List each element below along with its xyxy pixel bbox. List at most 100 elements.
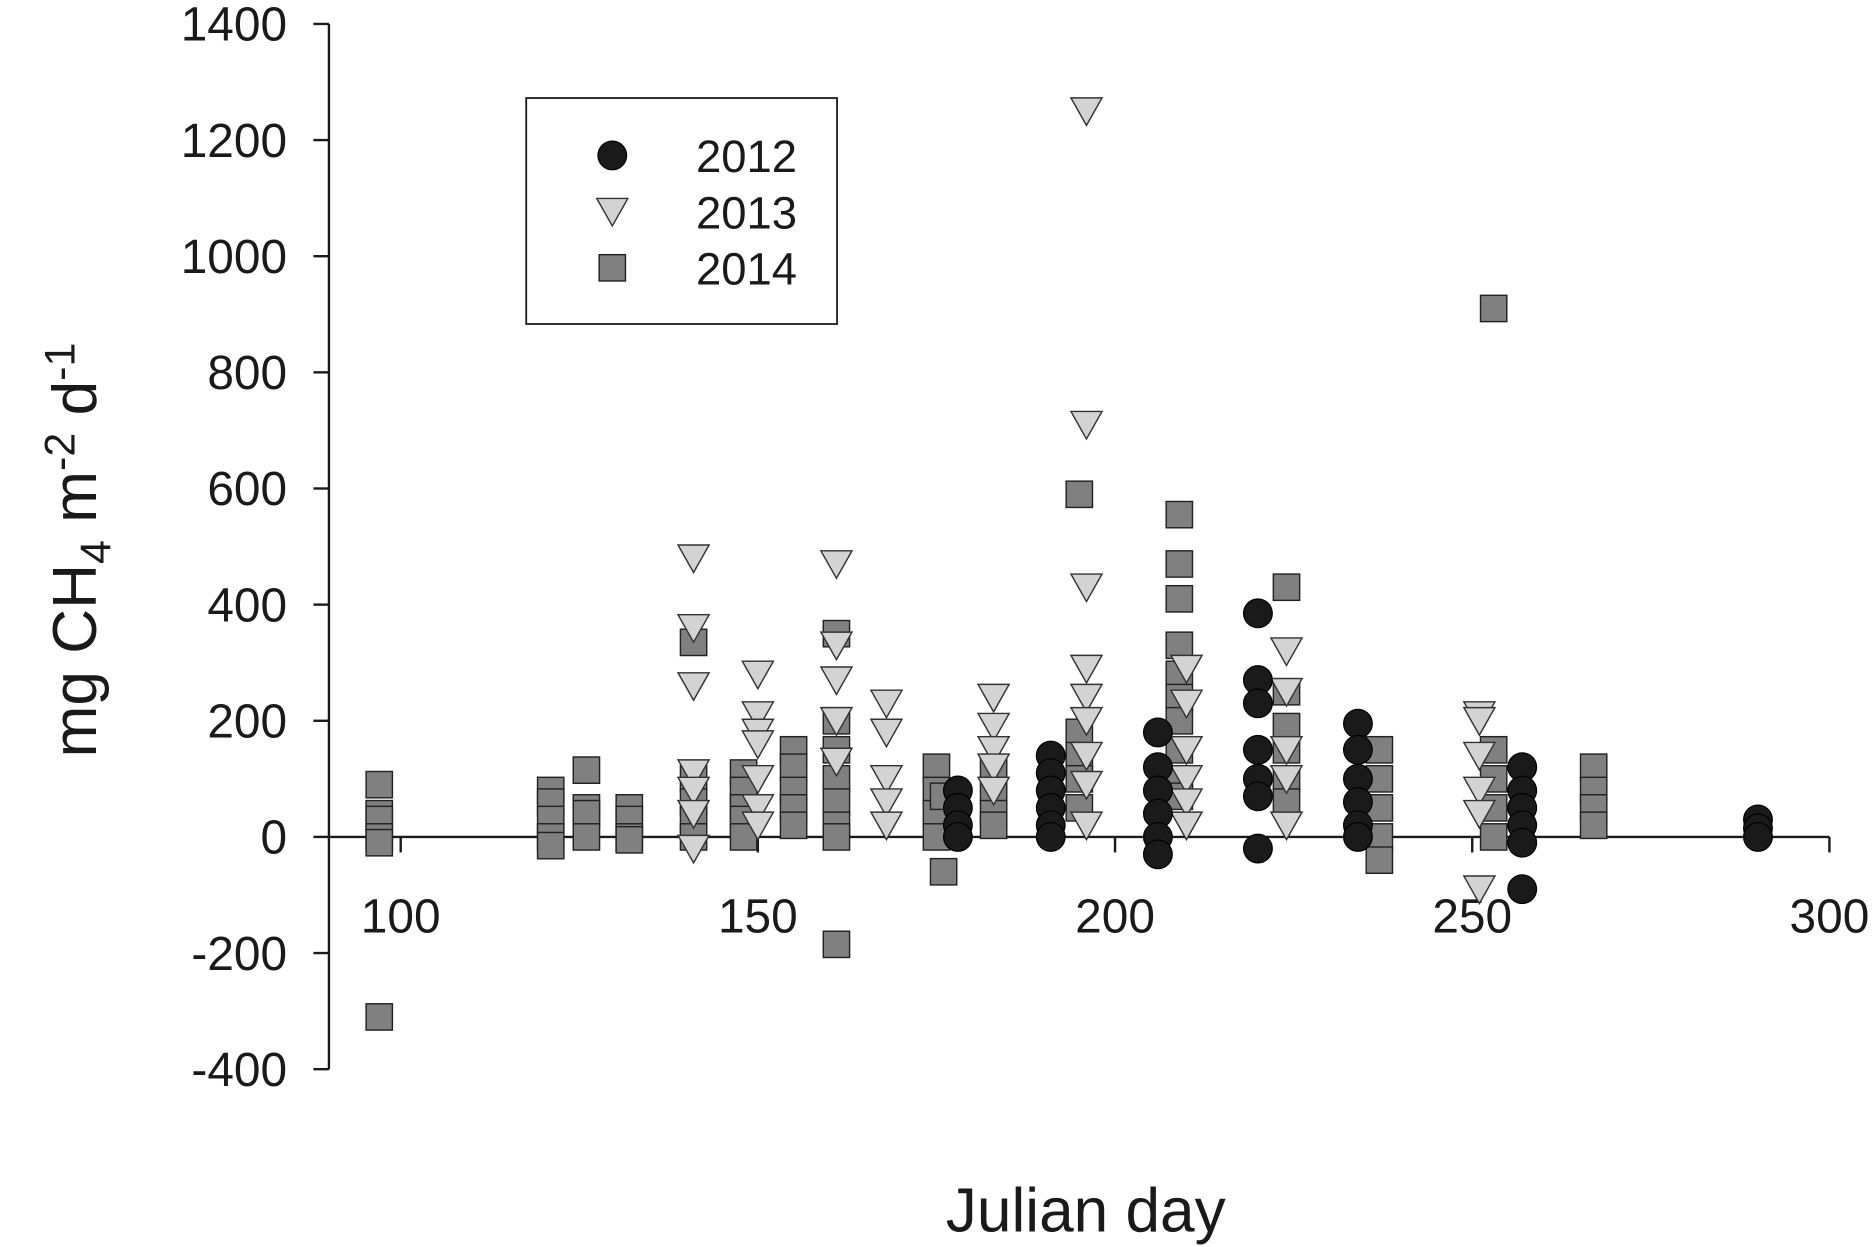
data-point-2013 — [1169, 788, 1204, 818]
data-point-2013 — [976, 683, 1011, 714]
data-point-2013 — [676, 776, 711, 807]
y-axis-title: mg CH4 m-2 d-1 — [36, 343, 120, 758]
data-point-2013 — [1269, 637, 1304, 667]
data-point-2013 — [676, 672, 711, 702]
data-point-2014 — [572, 823, 601, 851]
data-point-2014 — [572, 756, 601, 785]
data-point-2014 — [822, 823, 851, 851]
legend-box — [525, 97, 838, 325]
data-point-2014 — [1479, 823, 1508, 851]
data-point-2014 — [1579, 753, 1608, 782]
data-point-2013 — [1169, 811, 1204, 842]
data-point-2013 — [1069, 683, 1104, 714]
x-tick-label: 200 — [1075, 891, 1155, 944]
data-point-2014 — [1272, 573, 1301, 602]
data-point-2013 — [976, 712, 1011, 743]
data-point-2012 — [1342, 821, 1373, 852]
legend-label: 2012 — [696, 131, 797, 182]
data-point-2013 — [676, 834, 711, 865]
data-point-2013 — [1169, 654, 1204, 685]
data-point-2013 — [1069, 706, 1104, 737]
y-tick-label: -400 — [191, 1044, 287, 1097]
data-point-2014 — [822, 788, 851, 816]
data-point-2014 — [929, 857, 958, 886]
data-point-2013 — [1069, 573, 1104, 604]
legend-marker-2012 — [597, 140, 628, 171]
data-point-2013 — [741, 701, 775, 731]
data-point-2013 — [676, 613, 711, 644]
data-point-2013 — [1069, 97, 1104, 127]
series-2013 — [676, 97, 1497, 905]
data-point-2013 — [1069, 811, 1104, 842]
data-point-2012 — [1242, 688, 1273, 719]
x-tick-label: 250 — [1432, 891, 1512, 944]
data-point-2014 — [1165, 550, 1194, 578]
y-tick-label: 1200 — [181, 115, 287, 168]
data-point-2013 — [976, 776, 1011, 807]
data-point-2014 — [1365, 846, 1394, 875]
data-point-2013 — [1069, 410, 1104, 441]
data-point-2013 — [1269, 735, 1304, 766]
data-point-2014 — [779, 753, 808, 782]
y-tick-label: 0 — [261, 812, 288, 865]
data-point-2013 — [869, 689, 904, 720]
y-tick-label: 200 — [207, 696, 287, 749]
data-point-2014 — [779, 811, 808, 840]
data-point-2012 — [1743, 821, 1773, 852]
data-point-2013 — [741, 794, 775, 824]
data-point-2014 — [1165, 584, 1194, 613]
data-point-2013 — [1269, 811, 1304, 842]
data-point-2013 — [869, 788, 904, 818]
y-tick-label: 600 — [207, 463, 287, 516]
data-point-2014 — [1579, 811, 1608, 840]
data-point-2014 — [1065, 480, 1094, 509]
data-point-2012 — [1342, 708, 1373, 739]
data-point-2013 — [819, 747, 854, 778]
data-point-2013 — [869, 718, 904, 749]
data-point-2013 — [1069, 654, 1104, 685]
data-point-2014 — [572, 799, 601, 828]
data-point-2013 — [819, 631, 854, 662]
x-tick-label: 100 — [361, 891, 441, 944]
data-point-2014 — [822, 930, 851, 959]
data-point-2013 — [869, 811, 904, 842]
data-point-2012 — [1242, 734, 1273, 765]
data-point-2013 — [741, 811, 775, 842]
data-point-2012 — [1507, 827, 1538, 858]
data-marks — [365, 97, 1773, 1031]
data-point-2014 — [365, 770, 394, 799]
data-point-2013 — [1462, 776, 1497, 807]
data-point-2013 — [1169, 735, 1204, 766]
data-point-2014 — [1165, 500, 1194, 529]
data-point-2013 — [741, 730, 775, 760]
data-point-2013 — [976, 753, 1011, 784]
data-point-2013 — [1069, 770, 1104, 801]
data-point-2013 — [1169, 689, 1204, 720]
x-tick-label: 300 — [1790, 891, 1870, 944]
x-tick-label: 150 — [718, 891, 798, 944]
legend-label: 2013 — [696, 187, 797, 238]
data-point-2013 — [1169, 764, 1204, 795]
data-point-2013 — [741, 660, 775, 691]
series-2012 — [942, 598, 1773, 905]
data-point-2013 — [1269, 764, 1304, 795]
y-tick-label: 1000 — [181, 231, 287, 284]
data-point-2014 — [365, 828, 394, 857]
data-point-2013 — [676, 759, 711, 789]
data-point-2013 — [1269, 677, 1304, 708]
data-point-2014 — [615, 825, 644, 854]
data-point-2013 — [869, 764, 904, 795]
data-point-2014 — [1272, 712, 1301, 741]
data-point-2014 — [922, 753, 951, 782]
data-point-2013 — [1462, 706, 1497, 737]
data-point-2012 — [1507, 874, 1538, 905]
data-point-2013 — [819, 666, 854, 696]
series-2014 — [365, 294, 1608, 1031]
y-tick-label: 1400 — [181, 0, 287, 52]
data-point-2013 — [676, 799, 711, 830]
data-point-2013 — [1462, 741, 1497, 772]
y-tick-label: -200 — [191, 928, 287, 981]
data-point-2013 — [1462, 799, 1497, 830]
